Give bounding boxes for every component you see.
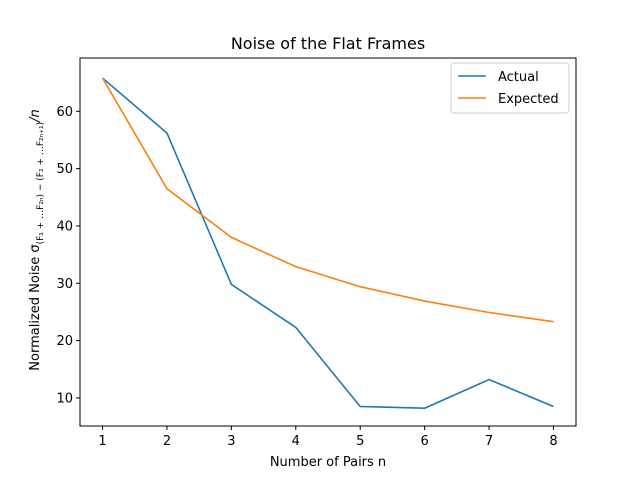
legend-label-actual: Actual (498, 70, 539, 85)
chart-title: Noise of the Flat Frames (231, 34, 425, 53)
y-tick-label: 20 (56, 334, 73, 349)
x-tick-label: 6 (420, 434, 428, 449)
x-tick-label: 1 (98, 434, 106, 449)
x-tick-label: 7 (485, 434, 493, 449)
y-tick-label: 10 (56, 391, 73, 406)
y-axis-label: Normalized Noise σ(F₁ + …F₂ₙ) − (F₂ + …F… (28, 109, 46, 370)
series-line-actual (102, 77, 554, 410)
x-axis-label: Number of Pairs n (270, 455, 386, 470)
x-tick-label: 2 (163, 434, 171, 449)
axes-frame (79, 57, 577, 427)
legend-label-expected: Expected (498, 92, 559, 107)
y-tick-label: 50 (56, 162, 73, 177)
y-tick-label: 40 (56, 219, 73, 234)
y-axis-label-subscript: (F₁ + …F₂ₙ) − (F₂ + …F₂ₙ₊₁) (36, 122, 46, 245)
series-line-expected (101, 77, 554, 323)
x-tick-label: 4 (292, 434, 300, 449)
y-tick-label: 60 (56, 105, 73, 120)
x-tick-label: 8 (549, 434, 557, 449)
legend: Actual Expected (450, 62, 570, 114)
x-tick-label: 3 (227, 434, 235, 449)
x-tick-label: 5 (356, 434, 364, 449)
x-axis: 1 2 3 4 5 6 7 8 (98, 426, 558, 449)
y-axis-label-suffix: /n (28, 109, 43, 123)
y-tick-label: 30 (56, 277, 73, 292)
y-axis: 10 20 30 40 50 60 (56, 105, 80, 406)
y-axis-label-main: Normalized Noise σ (28, 244, 43, 370)
plot-area (101, 77, 554, 410)
